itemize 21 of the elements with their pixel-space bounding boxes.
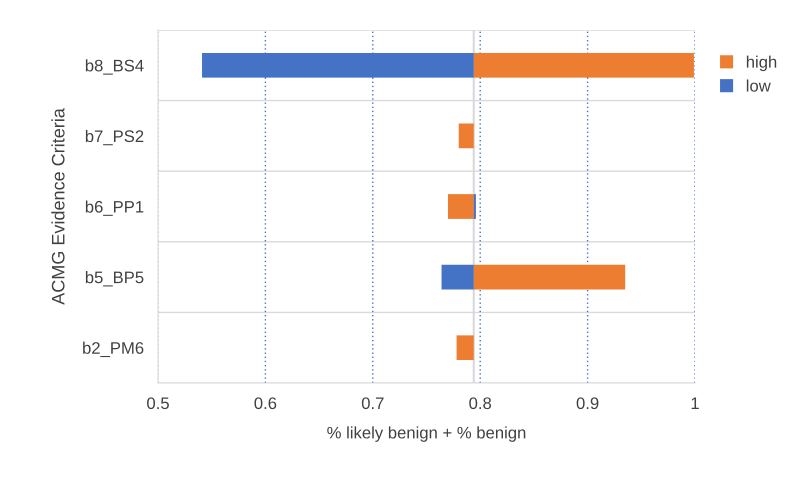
- y-tick-label: b2_PM6: [83, 342, 144, 358]
- legend-label: low: [746, 79, 771, 92]
- x-tick-label: 0.9: [576, 397, 598, 410]
- bar: [448, 194, 474, 219]
- y-axis-title: ACMG Evidence Criteria: [51, 108, 65, 305]
- y-tick-label: b5_BP5: [86, 271, 144, 286]
- bar: [456, 335, 474, 360]
- bar: [474, 52, 694, 78]
- y-tick-label: b8_BS4: [86, 59, 144, 75]
- bar: [458, 124, 474, 148]
- x-tick-label: 1: [692, 398, 699, 409]
- legend-label: high: [746, 56, 776, 72]
- bar: [474, 264, 626, 290]
- x-tick-label: 0.6: [254, 397, 276, 410]
- x-tick-label: 0.7: [362, 397, 384, 410]
- x-tick-label: 0.5: [147, 397, 169, 410]
- x-axis-title: % likely benign + % benign: [327, 426, 526, 442]
- y-tick-label: b7_PS2: [86, 130, 144, 146]
- bar: [442, 264, 474, 290]
- x-tick-label: 0.8: [469, 397, 492, 410]
- y-tick-label: b6_PP1: [86, 200, 144, 216]
